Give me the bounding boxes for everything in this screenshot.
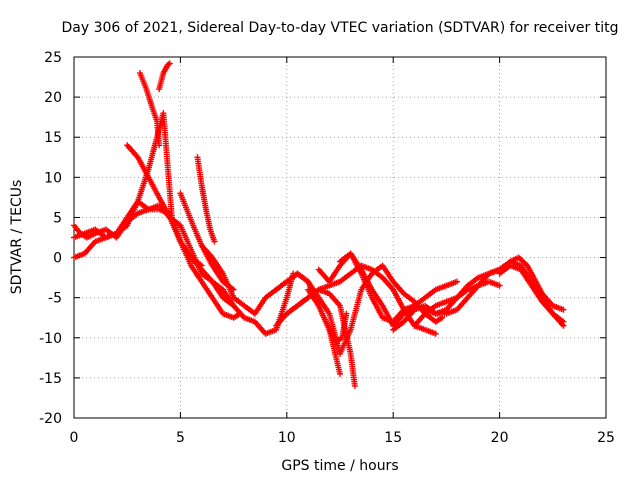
series-track-18 [411,254,567,329]
series-track-9 [177,190,237,293]
series-track-5 [156,60,173,93]
y-tick-label: 15 [44,130,62,146]
series-track-7 [166,214,297,337]
y-tick-label: -15 [39,371,62,387]
data-point [156,142,163,149]
series-track-12 [305,286,350,345]
y-tick-label: 25 [44,50,62,66]
data-point [351,382,358,389]
y-tick-label: 5 [53,210,62,226]
x-tick-label: 5 [176,430,185,446]
x-tick-label: 0 [70,430,79,446]
data-point [432,330,439,337]
series-track-19 [496,262,567,329]
data-series [71,60,567,389]
x-tick-label: 15 [384,430,402,446]
y-tick-label: -10 [39,331,62,347]
x-tick-label: 25 [597,430,615,446]
y-tick-label: 20 [44,90,62,106]
data-point [166,60,173,67]
y-tick-label: 0 [53,251,62,267]
y-tick-label: -20 [39,411,62,427]
data-point [560,322,567,329]
y-tick-label: 10 [44,170,62,186]
data-point [454,278,461,285]
data-point [560,306,567,313]
series-track-16 [337,250,461,325]
x-tick-label: 20 [491,430,509,446]
data-point [337,370,343,377]
x-tick-label: 10 [278,430,296,446]
series-track-4 [136,70,163,149]
y-tick-label: -5 [48,291,62,307]
data-point [165,61,172,68]
chart-title: Day 306 of 2021, Sidereal Day-to-day VTE… [61,20,619,36]
data-point [343,310,350,317]
x-axis-label: GPS time / hours [281,458,399,474]
data-point [211,238,218,245]
data-point [496,282,503,289]
series-track-8 [194,154,218,245]
axis-ticks: 0 5 10 15 20 25 -20 -15 -10 -5 0 5 10 15 20 25 [39,50,615,446]
